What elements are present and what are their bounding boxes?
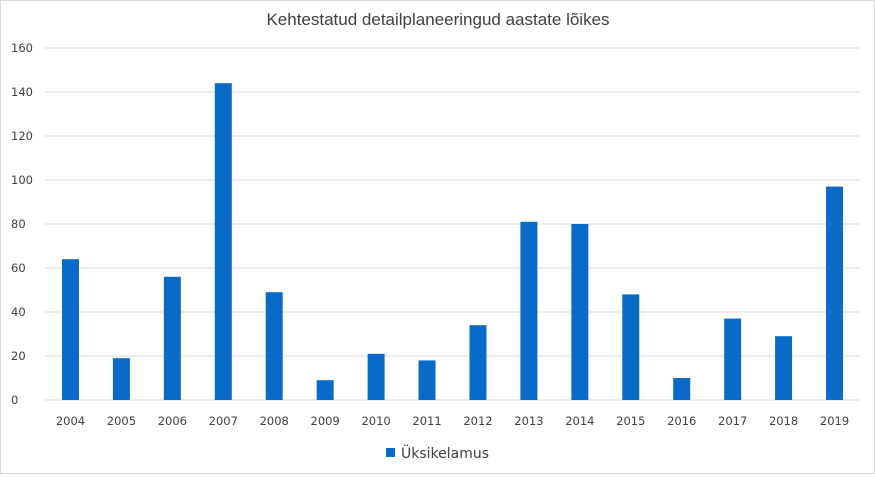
- x-tick-label-2009: 2009: [311, 414, 340, 428]
- x-tick-label-2016: 2016: [667, 414, 696, 428]
- x-tick-label-2005: 2005: [107, 414, 136, 428]
- bar-2013: [520, 221, 538, 400]
- bar-2007: [214, 83, 232, 400]
- bar-2018: [775, 336, 793, 400]
- bar-2010: [367, 353, 385, 400]
- x-tick-label-2004: 2004: [56, 414, 85, 428]
- bar-2015: [622, 294, 640, 400]
- legend: Üksikelamus: [386, 444, 489, 462]
- x-tick-label-2006: 2006: [158, 414, 187, 428]
- bar-2017: [724, 318, 742, 400]
- x-tick-label-2011: 2011: [412, 414, 441, 428]
- bars: [61, 83, 844, 400]
- y-axis-ticks: 0 20 40 60 80 100 120 140 160: [11, 41, 33, 407]
- x-tick-label-2019: 2019: [820, 414, 849, 428]
- x-tick-label-2010: 2010: [361, 414, 390, 428]
- x-tick-label-2008: 2008: [260, 414, 289, 428]
- legend-label-uksikelamus: Üksikelamus: [401, 444, 489, 462]
- bar-2011: [418, 360, 436, 400]
- y-tick-label: 0: [11, 393, 18, 407]
- y-tick-label: 160: [11, 41, 33, 55]
- chart-title: Kehtestatud detailplaneeringud aastate l…: [266, 10, 609, 29]
- y-tick-label: 100: [11, 173, 33, 187]
- x-tick-label-2015: 2015: [616, 414, 645, 428]
- legend-swatch-uksikelamus: [386, 448, 395, 457]
- bar-2009: [316, 380, 334, 400]
- x-tick-label-2012: 2012: [463, 414, 492, 428]
- x-tick-label-2018: 2018: [769, 414, 798, 428]
- x-axis-ticks: 2004 2005 2006 2007 2008 2009 2010 2011 2012 2013…: [56, 414, 849, 428]
- x-tick-label-2014: 2014: [565, 414, 594, 428]
- y-tick-label: 20: [11, 349, 26, 363]
- bar-2016: [673, 378, 691, 400]
- y-tick-label: 80: [11, 217, 26, 231]
- y-tick-label: 120: [11, 129, 33, 143]
- bar-2006: [163, 276, 181, 400]
- bar-2019: [826, 186, 844, 400]
- bar-2012: [469, 325, 487, 400]
- bar-2014: [571, 224, 589, 400]
- y-tick-label: 60: [11, 261, 26, 275]
- x-tick-label-2007: 2007: [209, 414, 238, 428]
- x-tick-label-2017: 2017: [718, 414, 747, 428]
- bar-2004: [61, 259, 79, 400]
- y-tick-label: 40: [11, 305, 26, 319]
- bar-2008: [265, 292, 283, 400]
- y-tick-label: 140: [11, 85, 33, 99]
- x-tick-label-2013: 2013: [514, 414, 543, 428]
- bar-2005: [112, 358, 130, 400]
